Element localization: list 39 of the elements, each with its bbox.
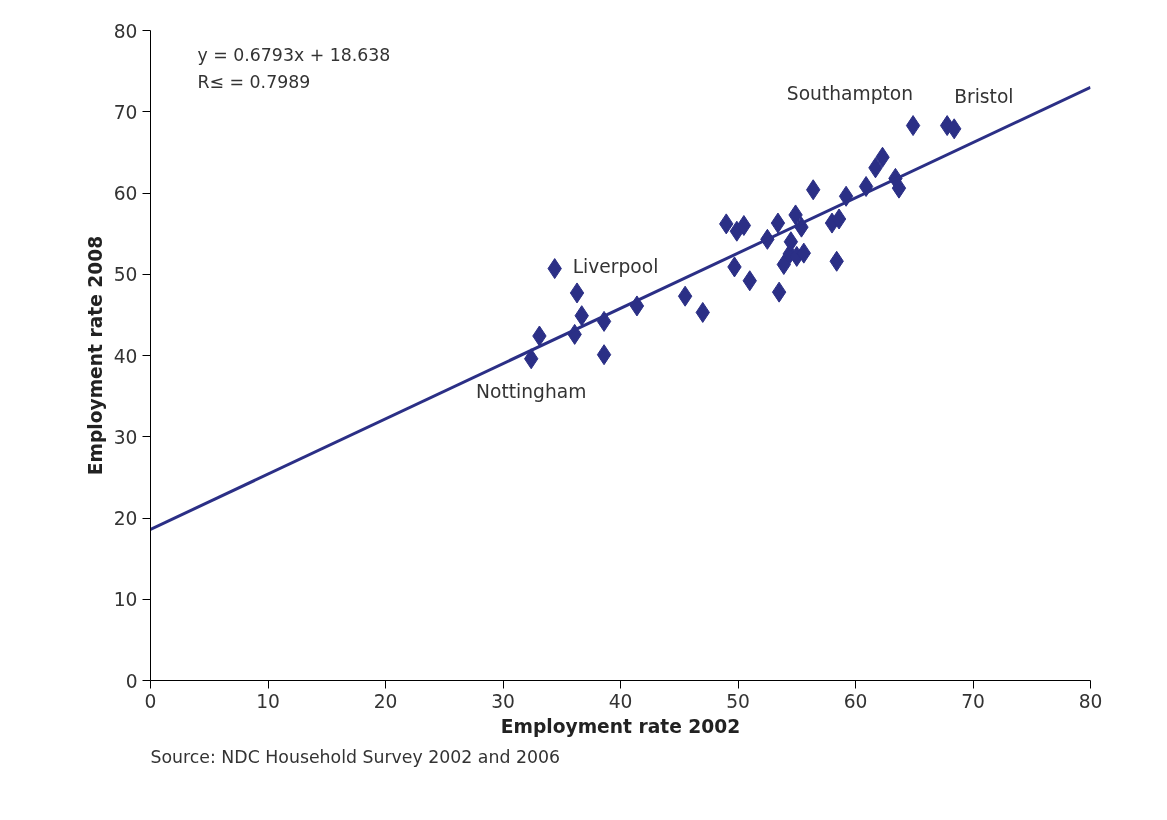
point [677, 285, 693, 307]
source-note: Source: NDC Household Survey 2002 and 2006 [150, 746, 561, 767]
y-tick-label: 70 [113, 101, 138, 123]
y-tick-label: 30 [113, 426, 138, 448]
y-tick-label: 20 [113, 508, 138, 529]
y-tick-label: 50 [113, 264, 138, 286]
point [838, 185, 854, 207]
point [771, 281, 787, 303]
x-tick-label: 10 [256, 690, 280, 712]
point [596, 344, 612, 366]
x-tick-label: 60 [843, 690, 868, 712]
point [891, 177, 907, 199]
annotation: R≤ = 0.7989 [197, 71, 311, 92]
y-tick-label: 40 [113, 345, 138, 367]
point [776, 254, 791, 275]
x-tick-label: 50 [726, 690, 750, 712]
x-tick-label: 80 [1078, 690, 1103, 712]
y-tick-label: 60 [113, 183, 138, 204]
y-tick-label: 80 [113, 20, 138, 42]
point [569, 282, 585, 304]
y-axis-title: Employment rate 2008 [84, 235, 106, 476]
annotation: y = 0.6793x + 18.638 [197, 44, 391, 65]
x-tick-label: 40 [608, 690, 633, 712]
y-tick-label: 0 [125, 670, 138, 692]
annotation: Bristol [954, 85, 1014, 107]
point [770, 212, 786, 234]
y-tick-label: 10 [113, 589, 138, 611]
annotation: Southampton [786, 82, 914, 104]
x-tick-label: 20 [373, 690, 398, 712]
annotation: Nottingham [476, 380, 587, 402]
x-axis-title: Employment rate 2002 [500, 715, 741, 737]
point [905, 115, 921, 137]
point [831, 208, 847, 230]
point [858, 176, 874, 197]
annotation: Liverpool [572, 256, 659, 278]
x-tick-label: 70 [961, 690, 985, 712]
point [736, 215, 752, 236]
x-tick-label: 0 [144, 690, 157, 712]
x-tick-label: 30 [491, 690, 515, 712]
